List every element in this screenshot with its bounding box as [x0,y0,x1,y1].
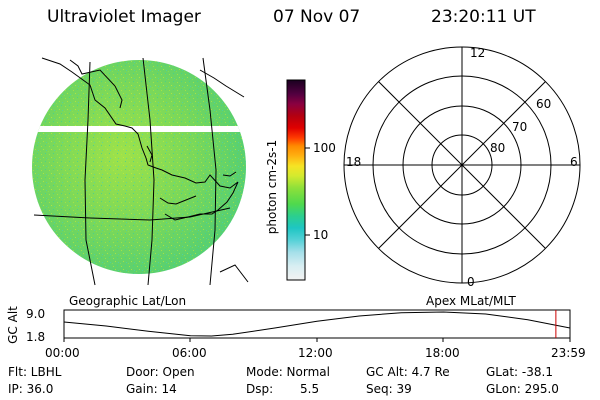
colorbar-label-10: 10 [313,228,329,242]
time-readout: 23:20:11 UT [431,7,536,27]
door-readout: Door: Open [126,365,195,379]
polar-plot [343,46,581,284]
mlt-label-0: 0 [467,275,475,289]
gain-readout: Gain: 14 [126,382,177,396]
colorbar-unit-label: photon cm-2s-1 [265,139,279,235]
gc-alt-readout: GC Alt: 4.7 Re [366,365,450,379]
filter-readout: Flt: LBHL [8,365,62,379]
altitude-series-line [63,311,571,337]
altitude-chart-frame [63,309,571,339]
geographic-label: Geographic Lat/Lon [69,294,187,308]
app-title: Ultraviolet Imager [47,7,201,27]
mlt-label-18: 18 [346,155,362,169]
time-tick-2359: 23:59 [551,346,586,360]
mode-readout: Mode: Normal [246,365,330,379]
time-tick-0000: 00:00 [45,346,80,360]
time-tick-1200: 12:00 [298,346,333,360]
colorbar [286,79,306,281]
glat-readout: GLat: -38.1 [486,365,553,379]
uv-image-disk [32,60,246,274]
data-gap-stripe [32,126,246,132]
ip-readout: IP: 36.0 [8,382,54,396]
seq-readout: Seq: 39 [366,382,412,396]
time-tick-0600: 06:00 [172,346,207,360]
altitude-plot [63,310,571,338]
mlat-label-80: 80 [490,141,506,155]
altitude-ymax: 9.0 [26,307,46,321]
mlt-label-6: 6 [570,155,578,169]
mlt-label-12: 12 [470,46,486,60]
altitude-ymin: 1.8 [26,330,46,344]
colorbar-label-100: 100 [313,141,336,155]
date-readout: 07 Nov 07 [273,7,361,27]
dsp-value: 5.5 [300,382,320,396]
time-tick-1800: 18:00 [425,346,460,360]
coastline-overlay [33,57,249,286]
dsp-label: Dsp: [246,382,274,396]
apex-label: Apex MLat/MLT [426,294,516,308]
glon-readout: GLon: 295.0 [486,382,559,396]
altitude-ylabel: GC Alt [5,306,20,344]
mlat-label-60: 60 [536,97,552,111]
mlat-label-70: 70 [512,120,528,134]
altitude-axis-ticks [63,338,571,342]
